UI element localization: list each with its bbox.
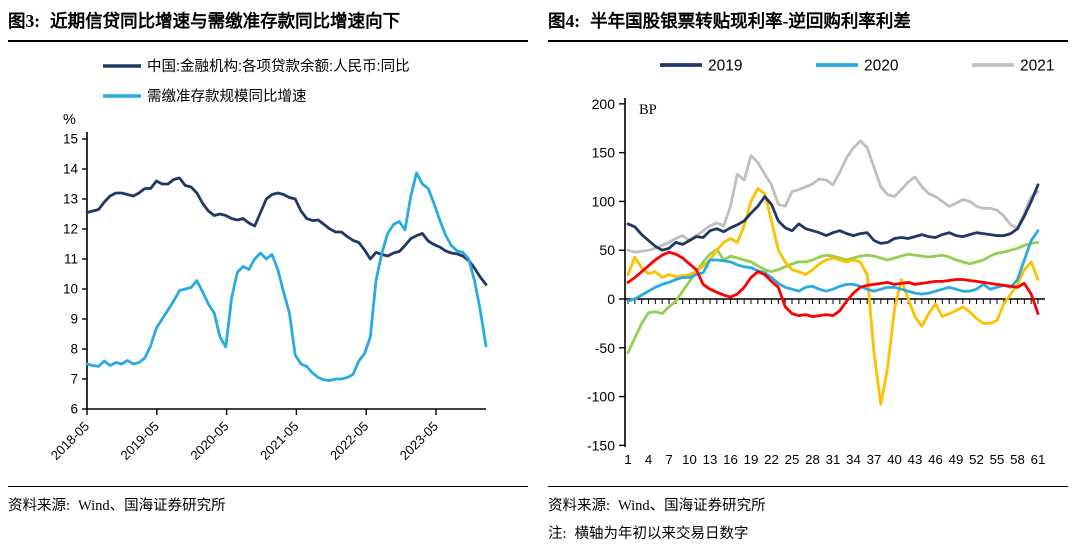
- series-loan-yoy: [85, 176, 488, 286]
- svg-text:37: 37: [867, 452, 882, 467]
- svg-text:52: 52: [969, 452, 984, 467]
- figure3-title: 图3: 近期信贷同比增速与需缴准存款同比增速向下: [8, 6, 528, 42]
- series-reserve-deposit-yoy: [85, 171, 488, 382]
- figure3-chart-area: 中国:金融机构:各项贷款余额:人民币:同比 需缴准存款规模同比增速% 6 7 8 9 10 1…: [8, 44, 528, 486]
- legend: 2019 2020 2021: [660, 58, 1054, 75]
- source-text: Wind、国海证券研究所: [78, 498, 226, 514]
- source-label: 资料来源:: [8, 498, 71, 514]
- figure4-panel: 图4: 半年国股银票转贴现利率-逆回购利率利差 2019 2020 2021 BP 200…: [540, 0, 1080, 554]
- svg-text:2018-05: 2018-05: [48, 419, 92, 463]
- svg-text:需缴准存款规模同比增速: 需缴准存款规模同比增速: [147, 88, 307, 105]
- figure4-title: 图4: 半年国股银票转贴现利率-逆回购利率利差: [548, 6, 1068, 42]
- svg-text:16: 16: [723, 452, 738, 467]
- svg-text:11: 11: [64, 252, 78, 267]
- svg-text:中国:金融机构:各项贷款余额:人民币:同比: 中国:金融机构:各项贷款余额:人民币:同比: [147, 57, 410, 75]
- svg-text:13: 13: [63, 192, 78, 207]
- svg-text:40: 40: [887, 452, 902, 467]
- svg-text:28: 28: [805, 452, 820, 467]
- svg-text:2022-05: 2022-05: [327, 419, 371, 463]
- svg-text:10: 10: [63, 282, 78, 297]
- figure4-title-text: 半年国股银票转贴现利率-逆回购利率利差: [590, 11, 911, 31]
- series-yellow: [626, 187, 1040, 406]
- svg-text:22: 22: [764, 452, 779, 467]
- svg-text:58: 58: [1010, 452, 1025, 467]
- series-2021: [626, 139, 1040, 254]
- figure3-panel: 图3: 近期信贷同比增速与需缴准存款同比增速向下 中国:金融机构:各项贷款余额:人…: [8, 6, 528, 546]
- figure3-source: 资料来源: Wind、国海证券研究所: [8, 494, 528, 515]
- svg-text:46: 46: [928, 452, 943, 467]
- svg-text:7: 7: [665, 452, 672, 467]
- svg-text:2019-05: 2019-05: [118, 419, 162, 463]
- svg-text:19: 19: [744, 452, 759, 467]
- svg-text:34: 34: [846, 452, 861, 467]
- note-label: 注:: [548, 526, 567, 542]
- svg-text:2020-05: 2020-05: [187, 419, 231, 463]
- svg-text:6: 6: [70, 402, 78, 417]
- svg-text:-100: -100: [587, 389, 615, 405]
- series-red: [626, 250, 1040, 319]
- svg-text:8: 8: [70, 342, 78, 357]
- svg-text:14: 14: [63, 162, 79, 177]
- source-text: Wind、国海证券研究所: [618, 498, 766, 514]
- svg-text:-50: -50: [595, 340, 615, 356]
- svg-text:13: 13: [703, 452, 718, 467]
- svg-text:50: 50: [599, 242, 615, 258]
- svg-text:200: 200: [592, 96, 616, 112]
- svg-text:61: 61: [1031, 452, 1046, 467]
- figure3-title-text: 近期信贷同比增速与需缴准存款同比增速向下: [50, 11, 401, 31]
- svg-text:2023-05: 2023-05: [397, 419, 441, 463]
- figure3-title-prefix: 图3:: [8, 11, 41, 31]
- figure3-footer: 资料来源: Wind、国海证券研究所: [8, 486, 528, 546]
- svg-text:10: 10: [682, 452, 697, 467]
- source-label: 资料来源:: [548, 498, 611, 514]
- figure4-title-prefix: 图4:: [548, 11, 581, 31]
- svg-text:43: 43: [908, 452, 923, 467]
- figure4-chart-area: 2019 2020 2021 BP 200 150 100 50 0 -50 -100 -150 1 4 7…: [548, 44, 1068, 486]
- svg-text:1: 1: [624, 452, 631, 467]
- series-2020: [626, 229, 1040, 303]
- svg-text:2020: 2020: [864, 58, 899, 75]
- series-2019: [626, 183, 1040, 252]
- svg-text:7: 7: [70, 372, 78, 387]
- svg-text:25: 25: [785, 452, 800, 467]
- svg-text:0: 0: [607, 291, 615, 307]
- svg-text:2021-05: 2021-05: [257, 419, 301, 463]
- svg-text:9: 9: [70, 312, 78, 327]
- svg-text:4: 4: [645, 452, 652, 467]
- note-text: 横轴为年初以来交易日数字: [574, 526, 749, 542]
- svg-text:15: 15: [63, 132, 78, 147]
- figure4-source: 资料来源: Wind、国海证券研究所: [548, 494, 1068, 515]
- figure4-footer: 资料来源: Wind、国海证券研究所 注: 横轴为年初以来交易日数字: [548, 486, 1068, 546]
- figure4-note: 注: 横轴为年初以来交易日数字: [548, 522, 1068, 543]
- svg-text:31: 31: [826, 452, 841, 467]
- figure4-line-chart: 2019 2020 2021 BP 200 150 100 50 0 -50 -100 -150 1 4 7…: [587, 58, 1055, 468]
- y-unit-label: %: [63, 112, 76, 128]
- svg-text:-150: -150: [587, 437, 615, 453]
- svg-text:150: 150: [592, 145, 616, 161]
- svg-text:55: 55: [990, 452, 1005, 467]
- svg-text:12: 12: [63, 222, 78, 237]
- y-unit-label: BP: [639, 102, 657, 118]
- svg-text:49: 49: [949, 452, 964, 467]
- svg-text:2019: 2019: [708, 58, 742, 75]
- svg-text:100: 100: [592, 193, 616, 209]
- svg-text:2021: 2021: [1020, 58, 1054, 75]
